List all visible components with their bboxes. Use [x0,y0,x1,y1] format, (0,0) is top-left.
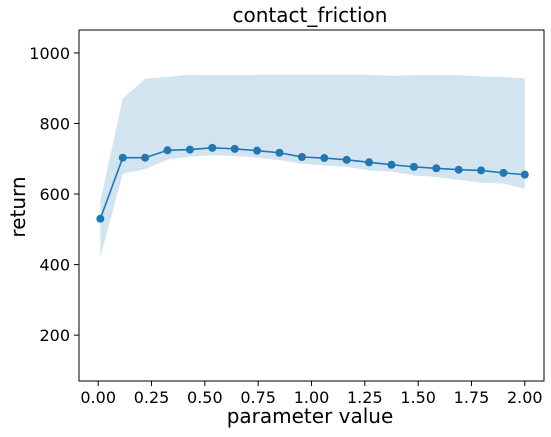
data-point [208,143,217,152]
data-point [477,166,486,175]
y-tick-label: 400 [39,256,70,275]
data-point [118,153,127,162]
data-point [185,145,194,154]
x-tick-label: 1.25 [347,388,383,407]
data-point [432,164,441,173]
y-tick-label: 600 [39,185,70,204]
data-point [365,158,374,167]
x-tick-label: 1.75 [454,388,490,407]
confidence-band [100,74,525,258]
data-point [96,214,105,223]
plot-frame [78,29,545,382]
confidence-band-layer [100,74,525,258]
y-axis-label: return [6,176,30,237]
y-tick-label: 200 [39,326,70,345]
y-tick-label: 800 [39,114,70,133]
x-tick-label: 0.50 [187,388,223,407]
data-point [387,160,396,169]
x-tick-label: 1.50 [400,388,436,407]
data-point [520,170,529,179]
data-point [163,146,172,155]
data-point [297,152,306,161]
x-axis-label: parameter value [227,404,394,428]
data-point [320,154,329,163]
data-point [499,168,508,177]
data-point [275,148,284,157]
x-tick-label: 0.75 [240,388,276,407]
y-axis: 200 400 600 800 1000 [29,44,79,345]
data-point [230,144,239,153]
data-point [409,162,418,171]
x-tick-label: 0.25 [134,388,170,407]
data-point [454,165,463,174]
x-tick-label: 2.00 [507,388,543,407]
data-point [253,146,262,155]
x-tick-label: 1.00 [294,388,330,407]
x-tick-label: 0.00 [80,388,116,407]
data-point [342,155,351,164]
x-axis: 0.00 0.25 0.50 0.75 1.00 1.25 1.50 1.75 2.00 [80,381,543,407]
series-marker-layer [96,143,529,223]
chart-title: contact_friction [233,3,388,27]
data-point [141,153,150,162]
y-tick-label: 1000 [29,44,70,63]
